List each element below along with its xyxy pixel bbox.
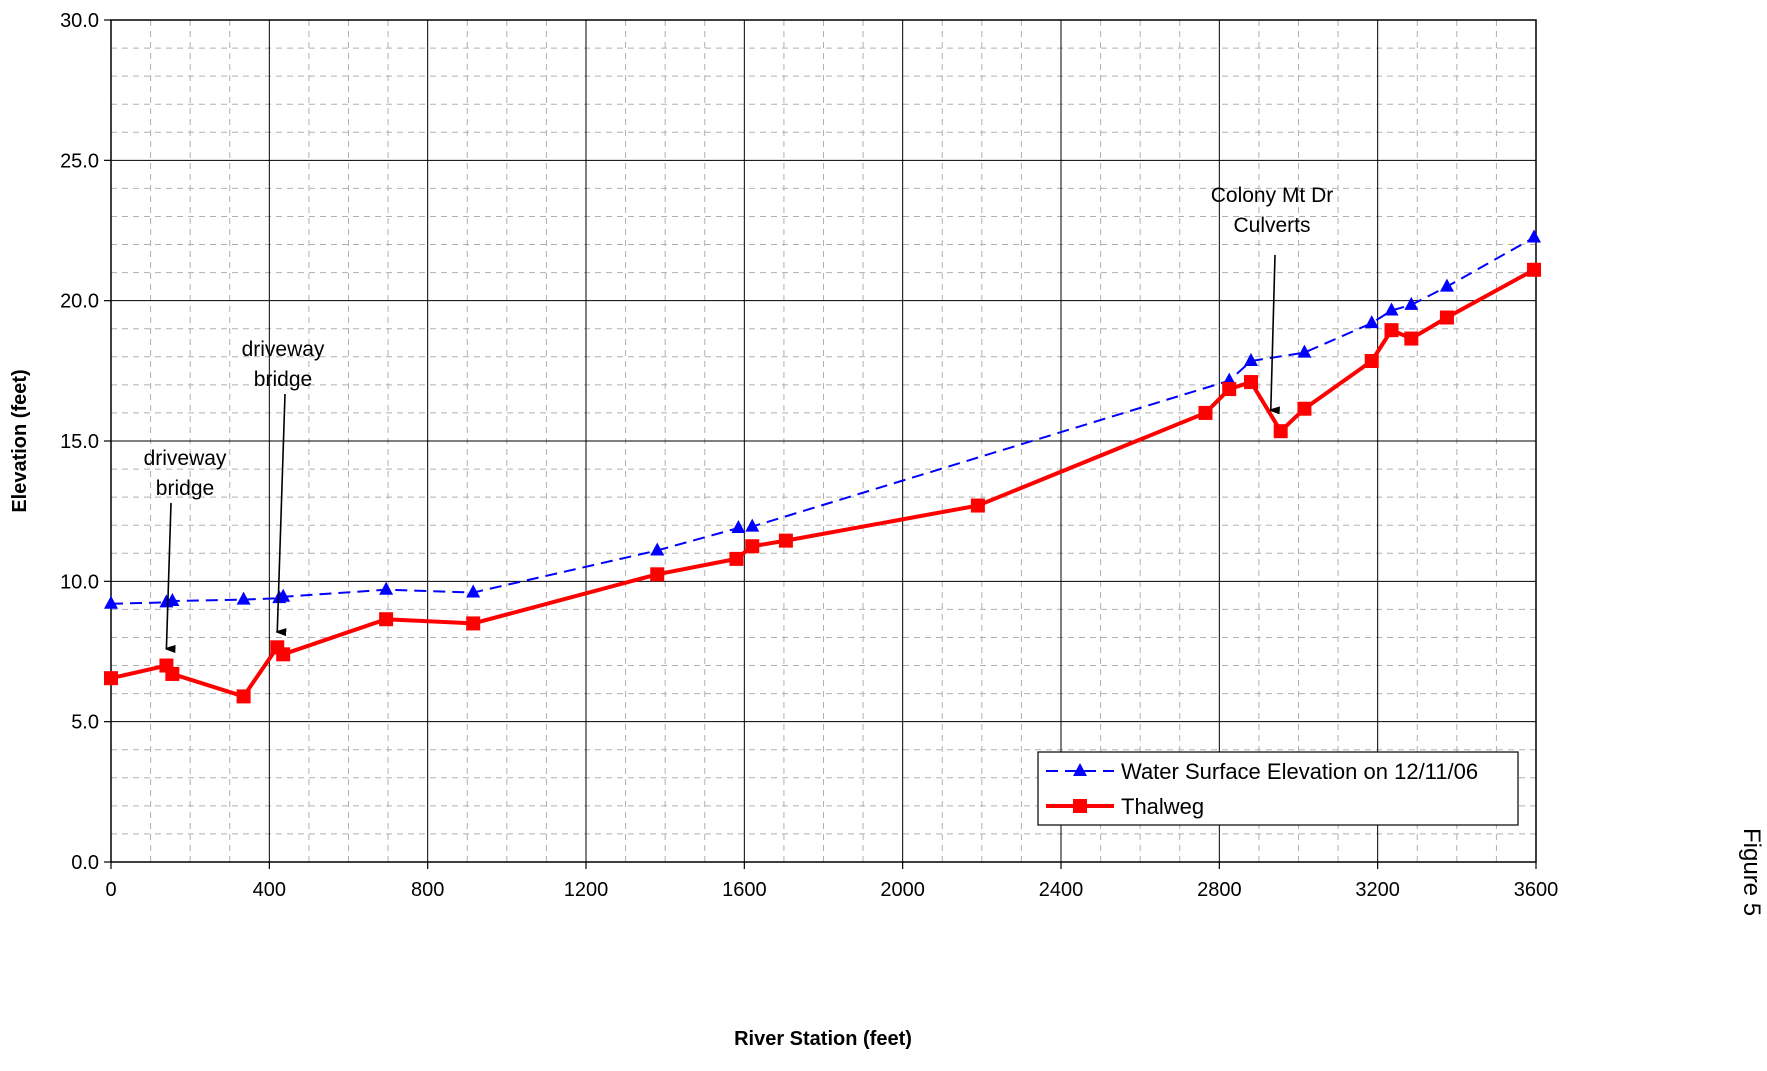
thalweg-point: [276, 647, 291, 662]
legend-label-thalweg: Thalweg: [1121, 794, 1204, 819]
legend-marker-water-surface: [1073, 763, 1087, 776]
water-surface-point: [731, 520, 746, 534]
water-surface-point: [165, 592, 180, 606]
thalweg-point: [104, 671, 118, 686]
thalweg-point: [236, 689, 251, 704]
y-axis-title: Elevation (feet): [9, 369, 31, 512]
y-axis-ticks: 0.0 5.0 10.0 15.0 20.0 25.0 30.0: [60, 10, 111, 874]
legend-label-water-surface: Water Surface Elevation on 12/11/06: [1121, 759, 1478, 784]
y-tick-label: 5.0: [71, 712, 99, 734]
water-surface-point: [104, 595, 118, 609]
thalweg-point: [1198, 405, 1213, 420]
water-surface-point: [466, 584, 481, 598]
water-surface-point: [236, 591, 251, 605]
thalweg-point: [650, 567, 665, 582]
annotation-text: driveway: [144, 447, 227, 470]
annotation-text: bridge: [156, 477, 214, 500]
thalweg-point: [379, 612, 394, 627]
thalweg-point: [1222, 382, 1237, 397]
water-surface-point: [1527, 229, 1542, 243]
thalweg-point: [1297, 401, 1312, 416]
water-surface-point: [379, 581, 394, 595]
thalweg-point: [1404, 331, 1419, 346]
y-tick-label: 0.0: [71, 852, 99, 874]
thalweg-point: [1244, 375, 1258, 390]
y-tick-label: 25.0: [60, 150, 99, 172]
thalweg-point: [1273, 424, 1288, 439]
x-tick-label: 400: [253, 879, 286, 901]
annotation-2: driveway bridge: [242, 338, 325, 632]
water-surface-point: [1244, 353, 1258, 367]
y-tick-label: 10.0: [60, 571, 99, 593]
y-tick-label: 15.0: [60, 431, 99, 453]
legend-marker-thalweg: [1073, 799, 1087, 813]
thalweg-point: [1384, 323, 1399, 338]
y-tick-label: 30.0: [60, 10, 99, 32]
annotation-text: driveway: [242, 338, 325, 361]
x-tick-label: 2800: [1197, 879, 1242, 901]
water-surface-point: [1297, 344, 1312, 358]
thalweg-point: [1439, 310, 1454, 325]
x-tick-label: 2000: [880, 879, 925, 901]
legend: Water Surface Elevation on 12/11/06 Thal…: [1037, 751, 1519, 826]
thalweg-point: [729, 551, 744, 566]
x-tick-label: 3200: [1355, 879, 1400, 901]
water-surface-point: [650, 542, 665, 556]
annotation-text: bridge: [254, 368, 312, 391]
x-tick-label: 2400: [1039, 879, 1084, 901]
x-axis-ticks: 0 400 800 1200 1600 2000 2400 2800 3200 3600: [105, 862, 1558, 901]
x-tick-label: 3600: [1514, 879, 1559, 901]
y-tick-label: 20.0: [60, 291, 99, 313]
water-surface-point: [1364, 315, 1379, 329]
x-axis-title: River Station (feet): [734, 1028, 912, 1050]
annotation-arrow: [166, 502, 171, 649]
annotation-text: Colony Mt Dr: [1211, 184, 1334, 207]
water-surface-point: [1439, 278, 1454, 292]
annotation-layer: driveway bridge driveway bridge Colony Mt Dr…: [144, 184, 1334, 649]
annotation-3: Colony Mt Dr Culverts: [1211, 184, 1334, 410]
annotation-1: driveway bridge: [144, 447, 227, 649]
x-tick-label: 800: [411, 879, 444, 901]
x-tick-label: 1600: [722, 879, 767, 901]
thalweg-point: [778, 533, 793, 548]
water-surface-point: [745, 518, 760, 532]
x-tick-label: 0: [105, 879, 116, 901]
thalweg-point: [1527, 262, 1542, 277]
thalweg-point: [466, 616, 481, 631]
series-thalweg: [104, 262, 1542, 704]
thalweg-point: [745, 539, 760, 554]
water-surface-point: [1404, 296, 1419, 310]
x-tick-label: 1200: [564, 879, 609, 901]
series-water-surface: [104, 229, 1542, 609]
thalweg-point: [970, 498, 985, 513]
annotation-arrow: [277, 393, 285, 632]
legend-box: [1037, 751, 1519, 826]
series-layer: [104, 229, 1542, 704]
water-surface-point: [276, 588, 291, 602]
thalweg-point: [165, 666, 180, 681]
thalweg-point: [1364, 354, 1379, 369]
water-surface-point: [1384, 302, 1399, 316]
annotation-text: Culverts: [1233, 214, 1310, 237]
figure-label: Figure 5: [1738, 828, 1765, 916]
annotation-arrow: [1271, 254, 1275, 410]
